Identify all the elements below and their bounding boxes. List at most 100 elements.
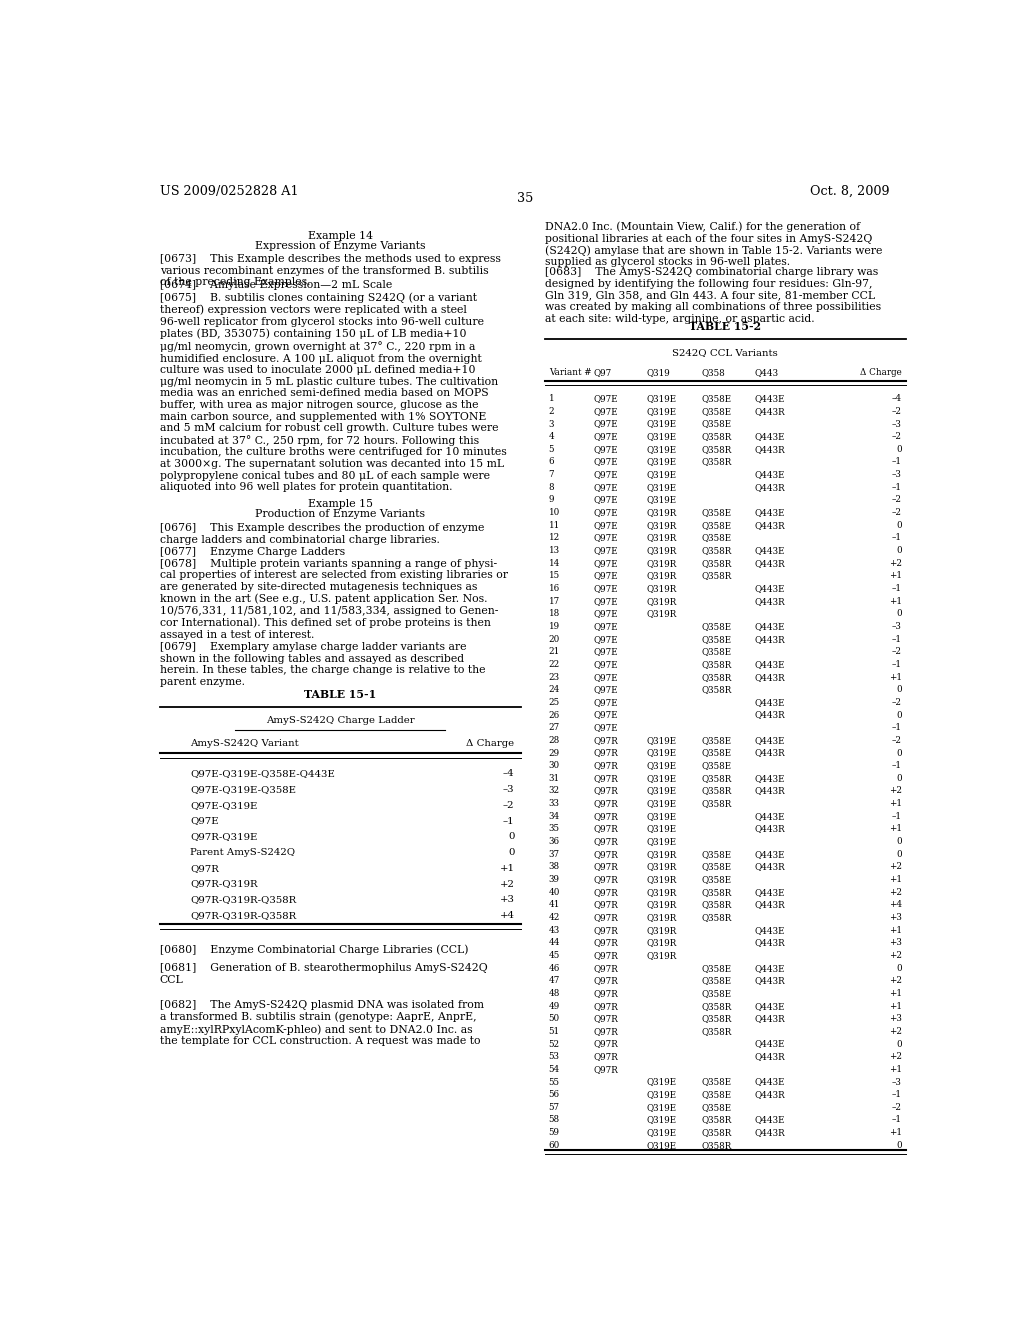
Text: 45: 45 — [549, 950, 560, 960]
Text: Q443R: Q443R — [755, 521, 785, 529]
Text: Q319E: Q319E — [646, 787, 676, 796]
Text: 22: 22 — [549, 660, 560, 669]
Text: Q319R: Q319R — [646, 850, 677, 859]
Text: Q97E: Q97E — [594, 673, 618, 681]
Text: Q443E: Q443E — [755, 1002, 785, 1011]
Text: 33: 33 — [549, 799, 559, 808]
Text: Q97R: Q97R — [594, 1040, 618, 1048]
Text: Q319E: Q319E — [646, 1115, 676, 1125]
Text: 14: 14 — [549, 558, 560, 568]
Text: 4: 4 — [549, 432, 554, 441]
Text: Q97: Q97 — [594, 368, 612, 376]
Text: Q97E-Q319E: Q97E-Q319E — [189, 801, 257, 809]
Text: TABLE 15-2: TABLE 15-2 — [689, 321, 761, 333]
Text: 28: 28 — [549, 735, 560, 744]
Text: Q443R: Q443R — [755, 1090, 785, 1100]
Text: 0: 0 — [896, 685, 902, 694]
Text: 21: 21 — [549, 647, 560, 656]
Text: 0: 0 — [508, 847, 514, 857]
Text: Q97E: Q97E — [189, 817, 218, 825]
Text: Q97R: Q97R — [594, 1014, 618, 1023]
Text: 0: 0 — [896, 837, 902, 846]
Text: Q443E: Q443E — [755, 395, 785, 403]
Text: Q443E: Q443E — [755, 774, 785, 783]
Text: Q443R: Q443R — [755, 1014, 785, 1023]
Text: Q319E: Q319E — [646, 407, 676, 416]
Text: Q97R: Q97R — [594, 1052, 618, 1061]
Text: Q97R: Q97R — [594, 825, 618, 833]
Text: 42: 42 — [549, 913, 560, 923]
Text: Q319R: Q319R — [646, 583, 677, 593]
Text: Q97R: Q97R — [594, 1002, 618, 1011]
Text: 5: 5 — [549, 445, 554, 454]
Text: 23: 23 — [549, 673, 560, 681]
Text: Q358R: Q358R — [701, 774, 732, 783]
Text: Q97R: Q97R — [594, 1065, 618, 1074]
Text: TABLE 15-1: TABLE 15-1 — [304, 689, 377, 700]
Text: –2: –2 — [892, 432, 902, 441]
Text: Q97E: Q97E — [594, 420, 618, 429]
Text: –2: –2 — [892, 1102, 902, 1111]
Text: Q358E: Q358E — [701, 989, 732, 998]
Text: Q319R: Q319R — [646, 597, 677, 606]
Text: 40: 40 — [549, 888, 560, 896]
Text: Q358R: Q358R — [701, 787, 732, 796]
Text: Q319E: Q319E — [646, 483, 676, 492]
Text: Q97R: Q97R — [594, 888, 618, 896]
Text: –3: –3 — [892, 470, 902, 479]
Text: Q358E: Q358E — [701, 533, 732, 543]
Text: 0: 0 — [896, 748, 902, 758]
Text: Q443E: Q443E — [755, 1040, 785, 1048]
Text: Q358E: Q358E — [701, 622, 732, 631]
Text: Q97R: Q97R — [594, 913, 618, 923]
Text: –4: –4 — [892, 395, 902, 403]
Text: +1: +1 — [889, 925, 902, 935]
Text: Q97R-Q319R-Q358R: Q97R-Q319R-Q358R — [189, 911, 296, 920]
Text: Q358E: Q358E — [701, 762, 732, 770]
Text: AmyS-S242Q Charge Ladder: AmyS-S242Q Charge Ladder — [266, 717, 415, 726]
Text: +1: +1 — [889, 825, 902, 833]
Text: 18: 18 — [549, 610, 560, 618]
Text: Q319R: Q319R — [646, 862, 677, 871]
Text: 46: 46 — [549, 964, 560, 973]
Text: Q97E: Q97E — [594, 572, 618, 581]
Text: Q358R: Q358R — [701, 1140, 732, 1150]
Text: Δ Charge: Δ Charge — [860, 368, 902, 376]
Text: Q97E: Q97E — [594, 458, 618, 466]
Text: Q97E: Q97E — [594, 698, 618, 708]
Text: –2: –2 — [892, 495, 902, 504]
Text: –2: –2 — [892, 698, 902, 708]
Text: 39: 39 — [549, 875, 559, 884]
Text: 25: 25 — [549, 698, 560, 708]
Text: Q319R: Q319R — [646, 913, 677, 923]
Text: Q358E: Q358E — [701, 635, 732, 644]
Text: Q443R: Q443R — [755, 673, 785, 681]
Text: –4: –4 — [503, 770, 514, 779]
Text: [0676]    This Example describes the production of enzyme
charge ladders and com: [0676] This Example describes the produc… — [160, 523, 484, 545]
Text: Q97E: Q97E — [594, 647, 618, 656]
Text: 53: 53 — [549, 1052, 559, 1061]
Text: US 2009/0252828 A1: US 2009/0252828 A1 — [160, 185, 298, 198]
Text: [0675]    B. subtilis clones containing S242Q (or a variant
thereof) expression : [0675] B. subtilis clones containing S24… — [160, 293, 507, 492]
Text: 35: 35 — [549, 825, 559, 833]
Text: Q358E: Q358E — [701, 521, 732, 529]
Text: Variant #: Variant # — [549, 368, 591, 376]
Text: Example 14: Example 14 — [308, 231, 373, 240]
Text: Q443E: Q443E — [755, 698, 785, 708]
Text: Q97R: Q97R — [594, 787, 618, 796]
Text: Q319: Q319 — [646, 368, 670, 376]
Text: Q358R: Q358R — [701, 900, 732, 909]
Text: Q443E: Q443E — [755, 1115, 785, 1125]
Text: Q319E: Q319E — [646, 1090, 676, 1100]
Text: +2: +2 — [889, 1052, 902, 1061]
Text: Q358E: Q358E — [701, 420, 732, 429]
Text: Q358R: Q358R — [701, 913, 732, 923]
Text: 38: 38 — [549, 862, 560, 871]
Text: Q97E: Q97E — [594, 407, 618, 416]
Text: Q443R: Q443R — [755, 710, 785, 719]
Text: Q443E: Q443E — [755, 470, 785, 479]
Text: Q443E: Q443E — [755, 1077, 785, 1086]
Text: Q443R: Q443R — [755, 825, 785, 833]
Text: Q443E: Q443E — [755, 888, 785, 896]
Text: Q443E: Q443E — [755, 622, 785, 631]
